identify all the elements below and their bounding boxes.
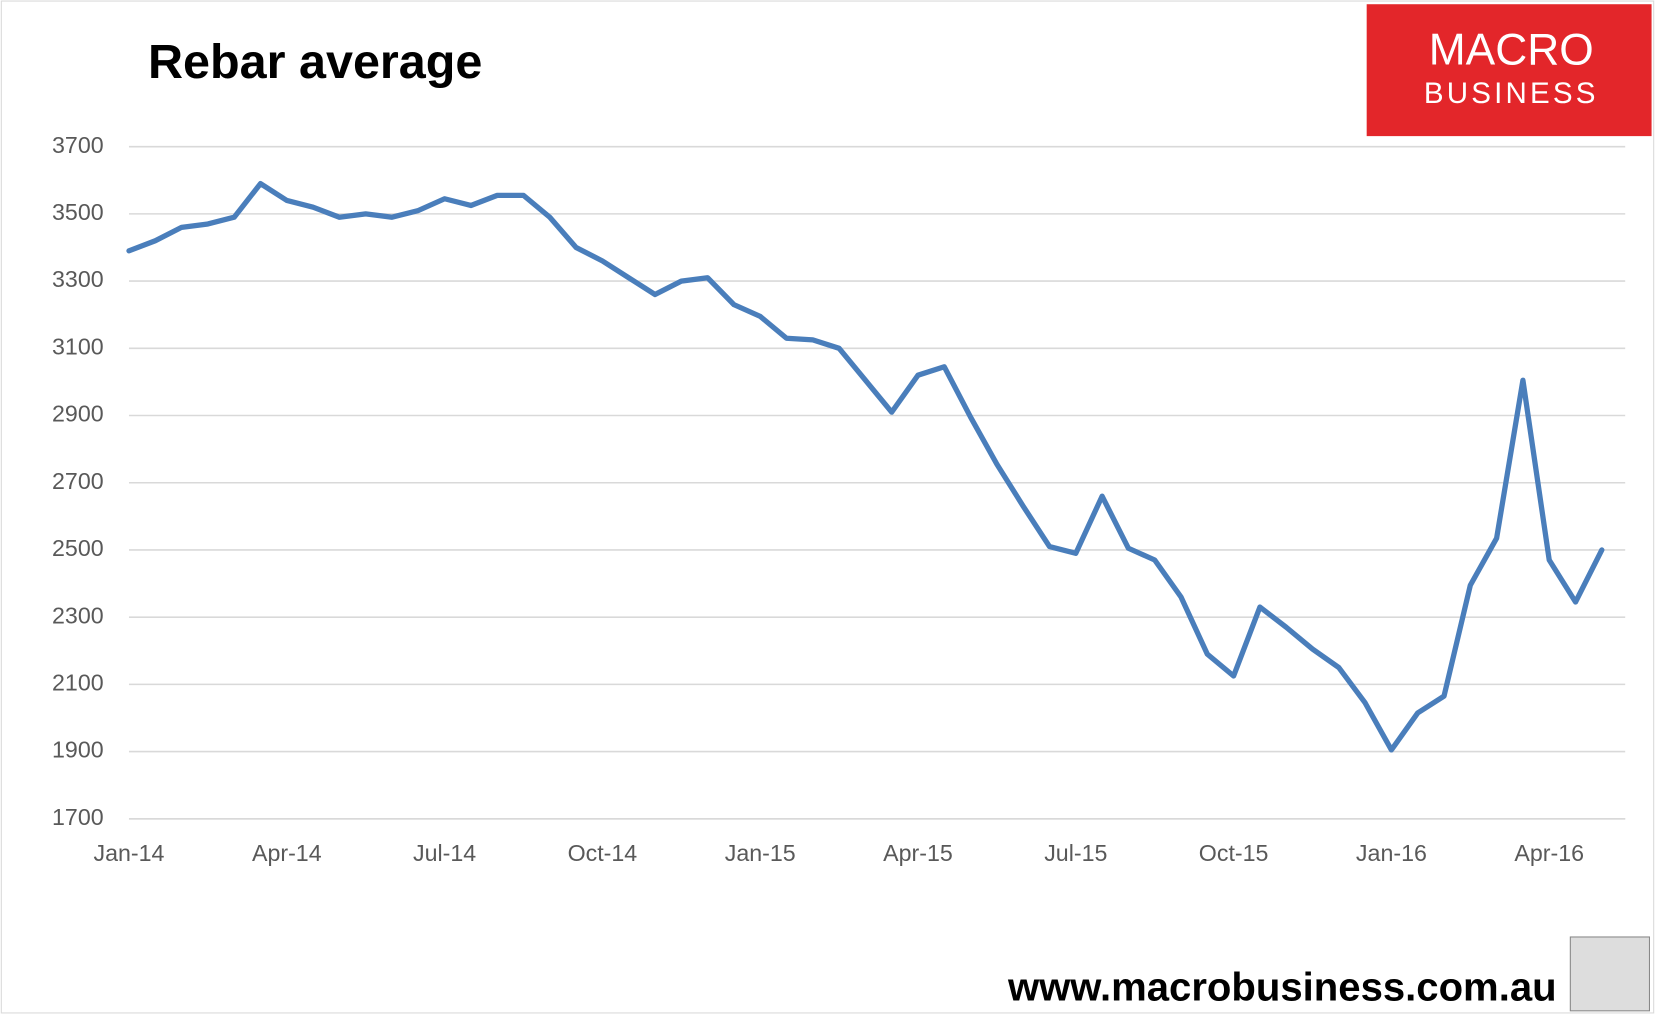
data-line [126,180,1605,753]
y-tick-label: 3300 [52,266,104,292]
logo-icon [1569,936,1650,1012]
y-tick-label: 2500 [52,535,104,561]
x-tick-label: Oct-15 [1199,840,1269,866]
y-tick-label: 2100 [52,669,104,695]
y-tick-label: 2900 [52,401,104,427]
x-tick-label: Jan-16 [1356,840,1427,866]
y-tick-label: 3100 [52,333,104,359]
x-tick-label: Jan-15 [725,840,796,866]
y-tick-label: 3700 [52,132,104,158]
x-tick-label: Apr-16 [1514,840,1584,866]
logo-text: BUSINESS [1424,77,1599,110]
y-tick-label: 2700 [52,468,104,494]
logo-box [1366,4,1652,137]
x-tick-label: Jan-14 [94,840,165,866]
x-tick-label: Jul-14 [413,840,476,866]
x-tick-label: Apr-14 [252,840,322,866]
y-tick-label: 2300 [52,602,104,628]
y-tick-label: 1700 [52,804,104,830]
x-tick-label: Apr-15 [883,840,953,866]
x-tick-label: Jul-15 [1044,840,1107,866]
footer-url: www.macrobusiness.com.au [1007,965,1557,1009]
logo-text: MACRO [1429,25,1594,74]
x-tick-label: Oct-14 [568,840,638,866]
y-tick-label: 1900 [52,737,104,763]
y-tick-label: 3500 [52,199,104,225]
chart-title: Rebar average [148,35,482,89]
